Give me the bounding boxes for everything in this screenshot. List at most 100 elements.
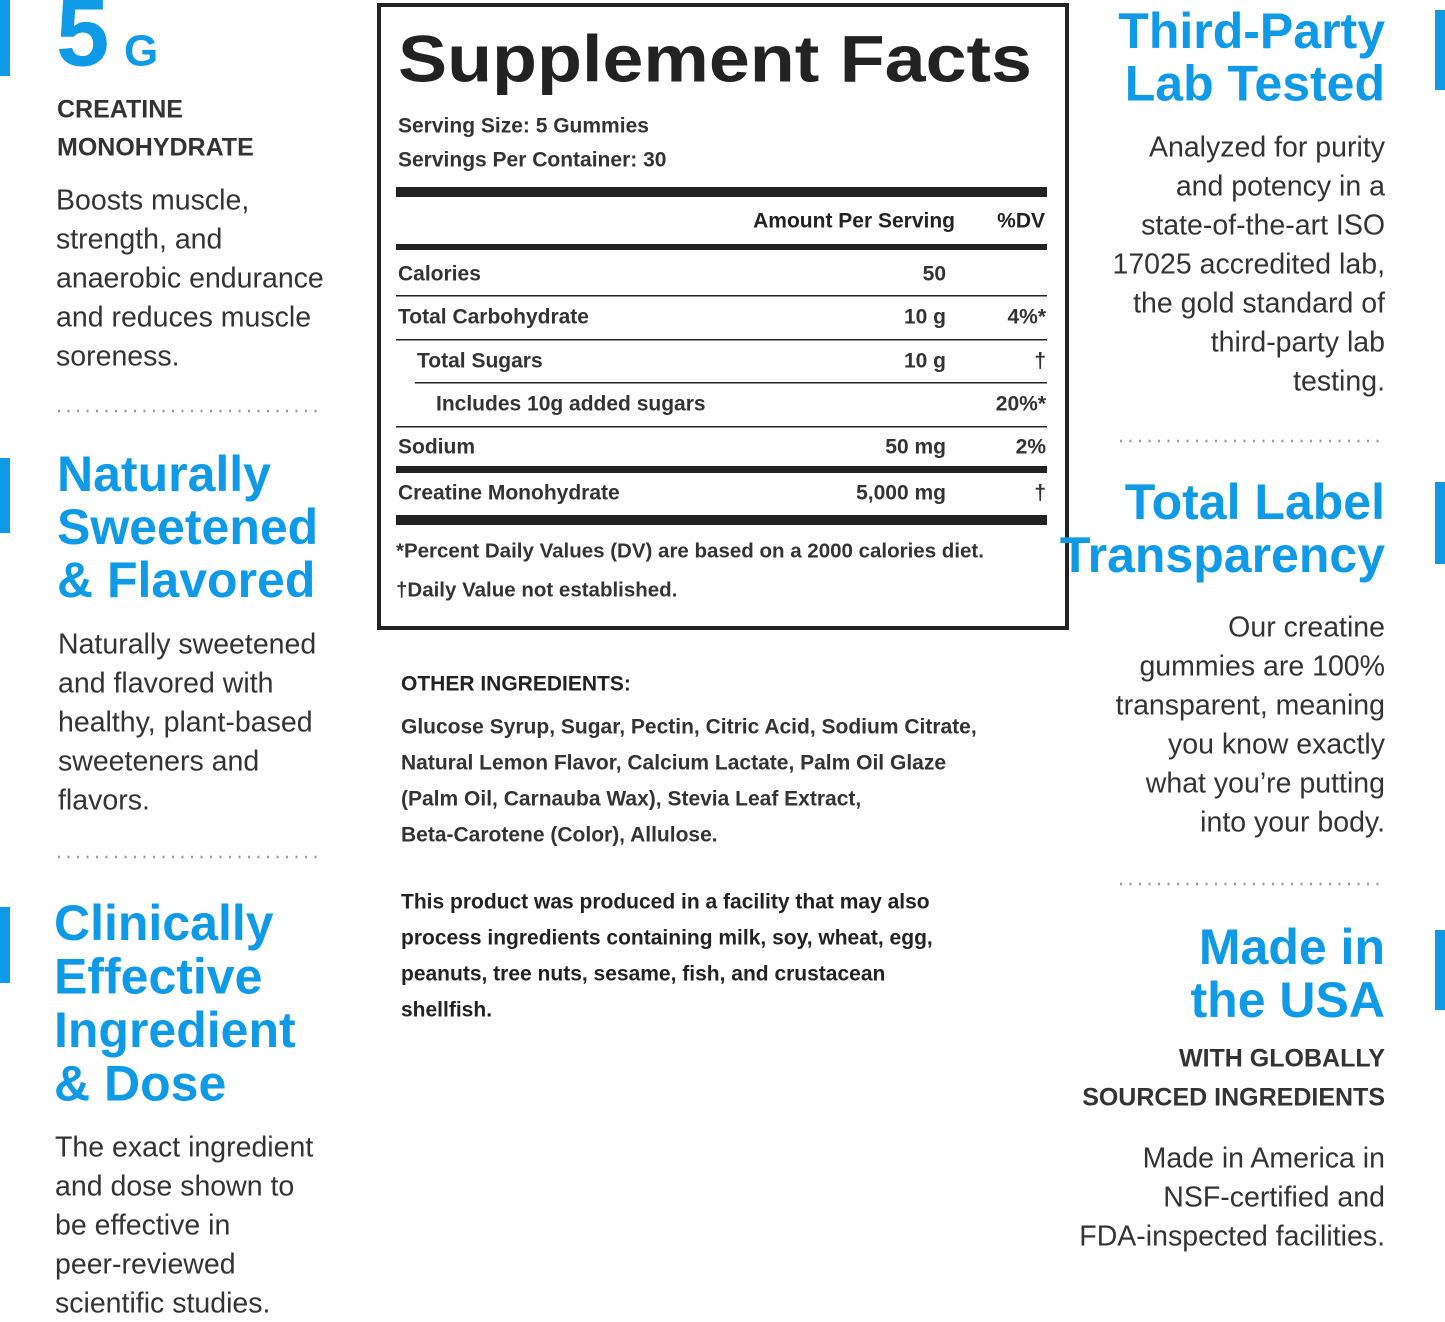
body-text: anaerobic endurance [56, 263, 324, 295]
stat-unit: G [124, 27, 158, 76]
nutrient-dv: 2% [1016, 436, 1047, 459]
accent-bar [0, 907, 10, 983]
column-header: %DV [997, 210, 1045, 233]
medium-rule [396, 244, 1047, 250]
thick-rule [396, 515, 1047, 525]
accent-bar [1435, 482, 1445, 564]
body-text: 17025 accredited lab, [1112, 249, 1385, 281]
thin-rule [396, 339, 1047, 341]
body-text: testing. [1293, 366, 1385, 398]
body-text: what you’re putting [1145, 768, 1385, 800]
subtitle: WITH GLOBALLY [1179, 1045, 1385, 1073]
body-text: NSF-certified and [1163, 1182, 1385, 1214]
accent-bar [1435, 930, 1445, 1010]
accent-bar [0, 458, 10, 533]
heading: the USA [1191, 972, 1385, 1028]
heading: Lab Tested [1125, 56, 1385, 112]
ingredients-text: Glucose Syrup, Sugar, Pectin, Citric Aci… [401, 716, 977, 739]
heading: Transparency [1060, 527, 1385, 583]
thin-rule [396, 295, 1047, 297]
body-text: Boosts muscle, [56, 185, 249, 217]
serving-size: Serving Size: 5 Gummies [398, 115, 649, 138]
heading: Third-Party [1118, 3, 1385, 59]
body-text: strength, and [56, 224, 222, 256]
nutrient-name: Creatine Monohydrate [398, 482, 620, 505]
stat-number: 5 [56, 0, 109, 86]
body-text: Analyzed for purity [1149, 132, 1386, 164]
body-text: gummies are 100% [1139, 651, 1385, 683]
body-text: and potency in a [1176, 171, 1385, 203]
body-text: peer-reviewed [55, 1249, 236, 1281]
body-text: and flavored with [58, 668, 273, 700]
ingredients-text: Natural Lemon Flavor, Calcium Lactate, P… [401, 752, 946, 775]
nutrient-name: Includes 10g added sugars [436, 393, 706, 416]
nutrient-amount: 50 mg [885, 436, 946, 459]
thin-rule [415, 382, 1047, 384]
body-text: state-of-the-art ISO [1141, 210, 1385, 242]
body-text: Naturally sweetened [58, 629, 316, 661]
body-text: FDA-inspected facilities. [1079, 1221, 1385, 1253]
heading: Sweetened [57, 499, 318, 555]
ingredients-text: (Palm Oil, Carnauba Wax), Stevia Leaf Ex… [401, 788, 861, 811]
heading: & Flavored [57, 552, 315, 608]
body-text: The exact ingredient [55, 1132, 313, 1164]
body-text: flavors. [58, 785, 150, 817]
ingredients-text: Beta-Carotene (Color), Allulose. [401, 824, 718, 847]
heading: Naturally [57, 446, 271, 502]
body-text: the gold standard of [1133, 288, 1385, 320]
medium-rule [396, 466, 1047, 473]
facts-rules [396, 187, 1047, 525]
body-text: and dose shown to [55, 1171, 294, 1203]
body-text: sweeteners and [58, 746, 259, 778]
body-text: and reduces muscle [56, 302, 311, 334]
allergen-text: shellfish. [401, 999, 492, 1022]
servings-per-container: Servings Per Container: 30 [398, 149, 666, 172]
content: 5 G CREATINE MONOHYDRATE Boosts muscle, stren… [54, 0, 1386, 1320]
heading: Effective [54, 949, 262, 1005]
nutrient-dv: 20%* [996, 393, 1047, 416]
nutrient-name: Total Carbohydrate [398, 306, 589, 329]
nutrient-name: Sodium [398, 436, 475, 459]
facts-box [377, 3, 1069, 630]
heading: Total Label [1125, 474, 1385, 530]
body-text: Our creatine [1228, 612, 1385, 644]
nutrient-dv: 4%* [1007, 306, 1046, 329]
body-text: healthy, plant-based [58, 707, 313, 739]
body-text: third-party lab [1211, 327, 1385, 359]
body-text: Made in America in [1143, 1143, 1385, 1175]
nutrient-dv: † [1034, 482, 1046, 505]
column-header: Amount Per Serving [753, 210, 955, 233]
ingredients-label: OTHER INGREDIENTS: [401, 673, 631, 696]
heading: Made in [1199, 919, 1385, 975]
accent-bar [1435, 10, 1445, 90]
accent-bar [0, 0, 10, 76]
body-text: you know exactly [1168, 729, 1386, 761]
allergen-text: peanuts, tree nuts, sesame, fish, and cr… [401, 963, 885, 986]
heading: Ingredient [54, 1002, 296, 1058]
allergen-text: process ingredients containing milk, soy… [401, 927, 933, 950]
subtitle: CREATINE [57, 96, 183, 124]
nutrient-amount: 10 g [904, 350, 946, 373]
nutrient-amount: 50 [923, 263, 946, 286]
thick-rule [396, 187, 1047, 197]
facts-title: Supplement Facts [398, 21, 1032, 95]
footnote: †Daily Value not established. [396, 578, 677, 601]
dividers [58, 409, 1385, 886]
subtitle: MONOHYDRATE [57, 134, 254, 162]
body-text: scientific studies. [55, 1288, 270, 1317]
thin-rule [396, 426, 1047, 428]
allergen-text: This product was produced in a facility … [401, 891, 930, 914]
body-text: soreness. [56, 341, 180, 373]
body-text: into your body. [1200, 807, 1385, 839]
heading: & Dose [54, 1056, 226, 1112]
subtitle: SOURCED INGREDIENTS [1082, 1084, 1385, 1112]
nutrient-name: Calories [398, 263, 481, 286]
heading: Clinically [54, 895, 274, 951]
nutrient-name: Total Sugars [417, 350, 543, 373]
footnote: *Percent Daily Values (DV) are based on … [396, 539, 984, 562]
nutrient-amount: 10 g [904, 306, 946, 329]
nutrient-amount: 5,000 mg [856, 482, 946, 505]
body-text: be effective in [55, 1210, 230, 1242]
nutrient-dv: † [1034, 350, 1046, 373]
